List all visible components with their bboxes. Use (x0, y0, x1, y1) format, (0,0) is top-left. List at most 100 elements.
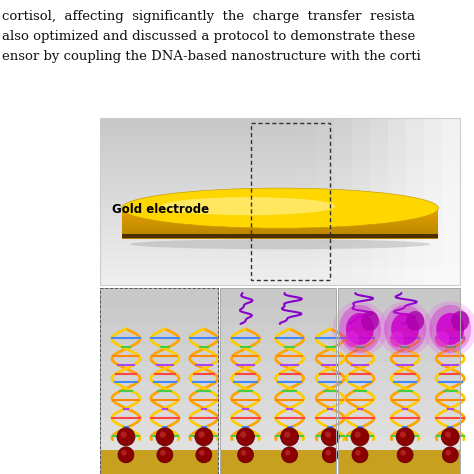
Polygon shape (334, 118, 460, 285)
Polygon shape (122, 234, 438, 237)
Circle shape (282, 447, 298, 463)
Ellipse shape (436, 313, 464, 345)
Polygon shape (100, 456, 218, 474)
Polygon shape (220, 437, 336, 456)
Polygon shape (338, 437, 460, 456)
Polygon shape (220, 363, 336, 382)
Ellipse shape (339, 305, 381, 353)
Circle shape (441, 428, 459, 446)
Polygon shape (100, 235, 460, 244)
Ellipse shape (332, 301, 387, 356)
Polygon shape (338, 325, 460, 345)
Polygon shape (338, 344, 460, 364)
Polygon shape (122, 216, 438, 219)
Polygon shape (122, 230, 438, 233)
Bar (338, 288, 460, 474)
Polygon shape (338, 307, 460, 326)
Polygon shape (338, 363, 460, 382)
Polygon shape (100, 363, 218, 382)
Polygon shape (100, 243, 460, 253)
Polygon shape (220, 381, 336, 401)
Circle shape (400, 431, 406, 438)
Circle shape (199, 450, 205, 456)
Polygon shape (122, 226, 438, 229)
Polygon shape (100, 151, 460, 161)
Polygon shape (100, 118, 460, 128)
Ellipse shape (346, 313, 374, 345)
Polygon shape (122, 228, 438, 231)
Circle shape (445, 431, 451, 438)
Polygon shape (122, 212, 438, 215)
Circle shape (446, 450, 451, 456)
Polygon shape (122, 222, 438, 225)
Circle shape (325, 450, 331, 456)
Circle shape (396, 428, 414, 446)
Polygon shape (122, 220, 438, 223)
Circle shape (284, 431, 291, 438)
Polygon shape (100, 288, 218, 308)
Bar (338, 450, 460, 474)
Circle shape (118, 447, 134, 463)
Polygon shape (100, 201, 460, 211)
Polygon shape (220, 400, 336, 419)
Polygon shape (100, 437, 218, 456)
Polygon shape (122, 218, 438, 221)
Circle shape (401, 450, 406, 456)
Circle shape (237, 447, 254, 463)
Circle shape (442, 447, 458, 463)
Circle shape (120, 431, 127, 438)
Circle shape (322, 447, 338, 463)
Polygon shape (338, 381, 460, 401)
Polygon shape (220, 418, 336, 438)
Polygon shape (100, 218, 460, 228)
Circle shape (196, 447, 212, 463)
Ellipse shape (378, 301, 433, 356)
Bar (220, 288, 336, 474)
Polygon shape (100, 268, 460, 278)
Polygon shape (100, 325, 218, 345)
Polygon shape (424, 118, 460, 285)
Polygon shape (100, 400, 218, 419)
Circle shape (237, 428, 255, 446)
Bar (100, 450, 218, 474)
Polygon shape (100, 260, 460, 269)
Ellipse shape (161, 197, 336, 215)
Text: Journal Pre-proof: Journal Pre-proof (156, 312, 337, 409)
Circle shape (351, 428, 369, 446)
Circle shape (195, 428, 213, 446)
Polygon shape (122, 232, 438, 235)
Polygon shape (100, 168, 460, 177)
Text: ensor by coupling the DNA-based nanostructure with the corti: ensor by coupling the DNA-based nanostru… (2, 50, 421, 63)
Circle shape (160, 450, 166, 456)
Polygon shape (122, 234, 438, 238)
Ellipse shape (429, 305, 471, 353)
Polygon shape (122, 214, 438, 217)
Polygon shape (100, 210, 460, 219)
Polygon shape (100, 227, 460, 236)
Circle shape (121, 450, 127, 456)
Polygon shape (122, 236, 438, 239)
Polygon shape (100, 143, 460, 153)
Polygon shape (100, 127, 460, 136)
Polygon shape (100, 277, 460, 286)
Circle shape (285, 450, 291, 456)
Ellipse shape (122, 188, 438, 228)
Polygon shape (220, 307, 336, 326)
Text: Gold electrode: Gold electrode (112, 203, 209, 216)
Polygon shape (220, 456, 336, 474)
Ellipse shape (451, 311, 469, 331)
Circle shape (240, 431, 246, 438)
Polygon shape (370, 118, 460, 285)
Circle shape (397, 447, 413, 463)
Polygon shape (122, 210, 438, 213)
Polygon shape (338, 418, 460, 438)
Circle shape (352, 447, 368, 463)
Polygon shape (352, 118, 460, 285)
Text: also optimized and discussed a protocol to demonstrate these: also optimized and discussed a protocol … (2, 30, 415, 43)
Ellipse shape (423, 301, 474, 356)
Polygon shape (100, 381, 218, 401)
Polygon shape (338, 288, 460, 308)
Polygon shape (316, 118, 460, 285)
Bar (100, 288, 218, 474)
Polygon shape (220, 288, 336, 308)
